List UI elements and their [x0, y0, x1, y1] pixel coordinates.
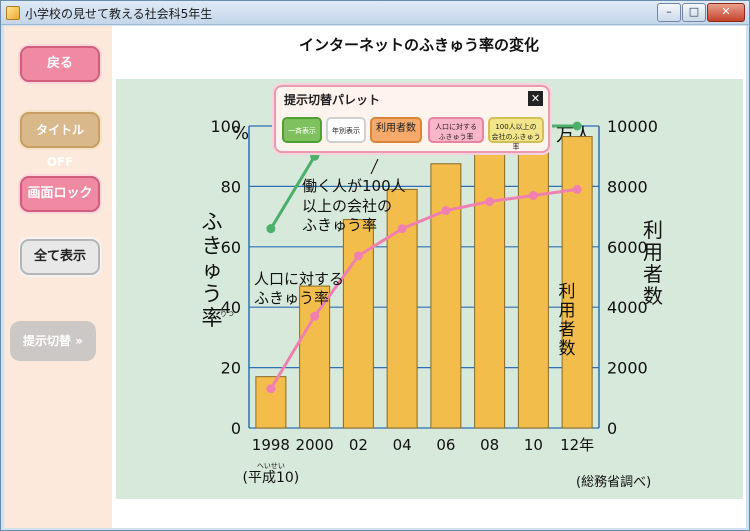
title-off-button[interactable]: タイトル OFF: [20, 112, 100, 169]
back-button[interactable]: 戻る: [20, 46, 100, 82]
population-rate-line: [269, 187, 578, 390]
category-label: 06: [436, 436, 455, 454]
users-bar-label: 利: [559, 282, 576, 302]
switch-display-button[interactable]: 提示切替 »: [10, 321, 96, 361]
sidebar: 戻る タイトル OFF 画面ロック 全て表示 提示切替 »: [4, 26, 112, 528]
population-rate-point: [485, 197, 495, 206]
display-palette: 提示切替パレット ✕ 一斉表示 年別表示 利用者数 人口に対する ふきゅう率 1…: [274, 85, 550, 153]
maximize-button[interactable]: □: [682, 3, 706, 22]
company-annotation-line3: ふきゅう率: [302, 216, 377, 234]
category-label: 04: [393, 436, 412, 454]
company-annotation-leader: [370, 158, 379, 175]
right-axis-label: 数: [643, 284, 663, 308]
palette-close-icon[interactable]: ✕: [528, 91, 543, 106]
users-bar: [474, 152, 506, 429]
right-tick-label: 4000: [607, 298, 648, 317]
population-rate-toggle-button[interactable]: 人口に対する ふきゅう率: [428, 117, 484, 143]
app-icon: [6, 6, 20, 20]
company-rate-point: [310, 151, 320, 161]
left-tick-label: 40: [221, 298, 241, 317]
right-axis-label: 者: [643, 262, 663, 286]
users-bar: [299, 285, 331, 429]
window-title: 小学校の見せて教える社会科5年生: [25, 7, 213, 21]
users-bar: [517, 142, 549, 429]
close-button[interactable]: ✕: [707, 3, 745, 22]
company-rate-label-line1: 100人以上の: [495, 123, 537, 131]
population-rate-point: [528, 190, 538, 200]
left-tick-label: 20: [221, 359, 241, 378]
category-label: 08: [480, 436, 499, 454]
category-label: 02: [349, 436, 368, 454]
client-area: 戻る タイトル OFF 画面ロック 全て表示 提示切替 » インターネットのふき…: [4, 26, 746, 528]
palette-title: 提示切替パレット: [284, 93, 381, 107]
left-axis-label: 率: [202, 306, 223, 330]
page-title: インターネットのふきゅう率の変化: [299, 36, 540, 54]
population-rate-label-line1: 人口に対する: [435, 123, 477, 131]
population-rate-point: [397, 224, 407, 234]
screen-lock-button[interactable]: 画面ロック: [20, 176, 100, 212]
company-rate-point: [266, 224, 276, 234]
right-tick-label: 0: [607, 419, 617, 438]
left-axis-label: き: [202, 234, 223, 258]
population-rate-point: [310, 311, 320, 321]
left-axis-label: ゅ: [202, 258, 223, 282]
company-annotation-line2: 以上の会社の: [302, 197, 392, 215]
left-axis-label: ふ: [202, 210, 223, 234]
left-tick-label: 0: [231, 419, 241, 438]
company-annotation-line1: 働く人が100人: [302, 177, 406, 195]
users-bar-label: 数: [559, 339, 576, 359]
company-rate-label-line2: 会社のふきゅう率: [491, 133, 541, 151]
left-axis-label: う: [202, 282, 223, 306]
left-axis-unit: %: [232, 123, 249, 144]
population-annotation-line1: 人口に対する: [254, 270, 344, 288]
population-rate-point: [266, 384, 276, 394]
right-tick-label: 10000: [607, 117, 658, 136]
minimize-button[interactable]: –: [657, 3, 681, 22]
users-bar: [430, 163, 462, 429]
category-label: 2000: [296, 436, 334, 454]
left-axis-ruby: りつ: [220, 310, 234, 318]
right-axis-label: 用: [643, 240, 663, 264]
left-tick-label: 80: [221, 177, 241, 196]
category-label: 10: [524, 436, 543, 454]
population-rate-point: [572, 184, 582, 194]
source-note: (総務省調べ): [576, 475, 651, 490]
population-rate-point: [441, 206, 451, 216]
show-by-year-button[interactable]: 年別表示: [326, 117, 366, 143]
category-label: 12年: [560, 436, 594, 454]
show-all-at-once-button[interactable]: 一斉表示: [282, 117, 322, 143]
users-bar-label: 者: [559, 320, 576, 340]
right-tick-label: 8000: [607, 177, 648, 196]
company-rate-toggle-button[interactable]: 100人以上の 会社のふきゅう率: [488, 117, 544, 151]
right-tick-label: 2000: [607, 359, 648, 378]
population-rate-label-line2: ふきゅう率: [438, 133, 474, 141]
category-label: 1998: [252, 436, 290, 454]
right-tick-label: 6000: [607, 238, 648, 257]
population-annotation-line2: ふきゅう率: [254, 289, 329, 307]
right-axis-label: 利: [643, 218, 663, 242]
population-rate-point: [353, 251, 363, 261]
show-all-button[interactable]: 全て表示: [20, 239, 100, 275]
company-rate-point: [572, 121, 582, 131]
left-tick-label: 60: [221, 238, 241, 257]
users-toggle-button[interactable]: 利用者数: [370, 117, 422, 143]
users-bar-label: 用: [559, 301, 576, 321]
title-bar[interactable]: 小学校の見せて教える社会科5年生 – □ ✕: [1, 1, 749, 25]
left-tick-label: 100: [210, 117, 241, 136]
category-note-ruby: へいせい: [257, 462, 285, 470]
category-note: (平成10): [243, 470, 300, 486]
